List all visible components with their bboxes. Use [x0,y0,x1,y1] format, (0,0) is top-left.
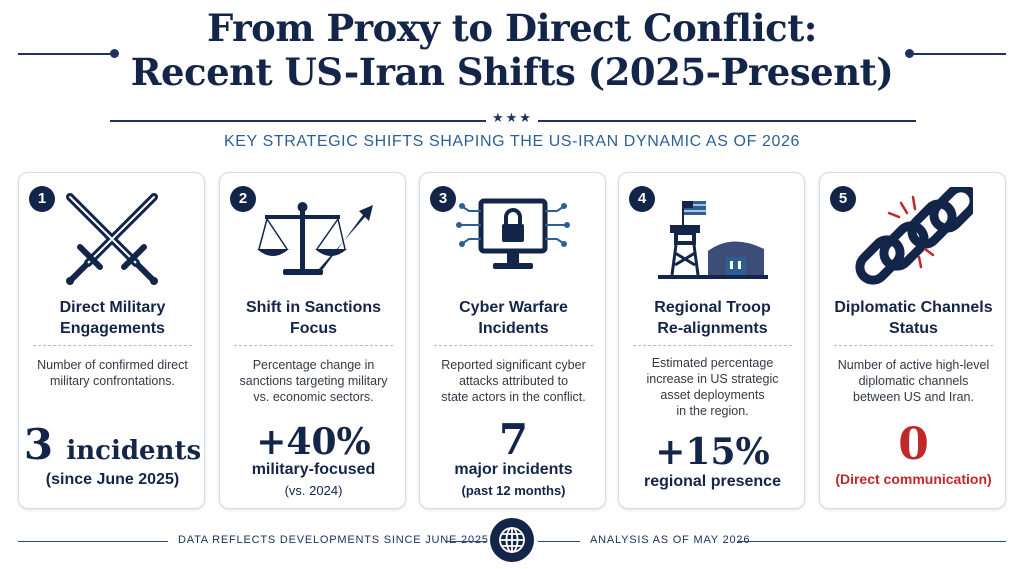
card-title-line-2: Incidents [478,320,549,337]
broken-chain-icon [855,187,973,285]
card-description: Percentage change in sanctions targeting… [228,357,399,405]
card-number-badge: 2 [230,186,256,212]
desc-line: attacks attributed to [458,374,569,388]
title-line-2: Recent US-Iran Shifts (2025-Present) [130,50,894,94]
desc-line: sanctions targeting military [239,374,388,388]
monitor-lock-icon [456,198,570,269]
header-rule-right [911,53,1006,55]
card-title-line-1: Diplomatic Channels [834,299,993,316]
card-title-line-2: Re-alignments [657,320,768,337]
card-divider [33,345,192,346]
card-title-line-2: Status [889,320,938,337]
desc-line: Estimated percentage [651,356,774,370]
desc-line: between US and Iran. [853,390,974,404]
watchtower-hangar-icon [658,201,768,279]
card-caption: regional presence [644,473,781,490]
card-title-line-1: Regional Troop [654,299,771,316]
crossed-swords-icon [66,193,158,285]
scales-arrow-icon [257,202,373,275]
card-title: Regional Troop Re-alignments [623,297,802,339]
desc-line: military confrontations. [49,374,176,388]
card-title-line-1: Cyber Warfare [459,299,568,316]
globe-icon [490,518,534,562]
desc-line: Reported significant cyber [441,358,586,372]
card-caption: military-focused [251,461,376,478]
card-description: Estimated percentage increase in US stra… [627,355,798,419]
card-cyber-warfare-incidents: 3 Cyber Warfare Incidents Reported signi… [419,172,606,509]
desc-line: increase in US strategic [646,372,779,386]
desc-line: Number of confirmed direct [37,358,188,372]
desc-line: state actors in the conflict. [441,390,586,404]
title-line-1: From Proxy to Direct Conflict: [207,6,817,50]
page-title: From Proxy to Direct Conflict: Recent US… [0,6,1024,94]
card-description: Reported significant cyber attacks attri… [428,357,599,405]
card-caption-secondary: (past 12 months) [461,483,566,498]
header-dot-left [110,49,119,58]
card-number-badge: 3 [430,186,456,212]
subtitle: KEY STRATEGIC SHIFTS SHAPING THE US-IRAN… [224,133,800,150]
card-caption: major incidents [454,461,573,478]
card-direct-military-engagements: 1 Direct Military Engagements Number of … [18,172,205,509]
card-divider [633,345,792,346]
desc-line: asset deployments [660,388,765,402]
card-shift-in-sanctions-focus: 2 Shift in Sanctions Focus Percentage ch… [219,172,406,509]
desc-line: in the region. [676,404,749,418]
card-diplomatic-channels-status: 5 Diplomatic Channels Status Number of a… [819,172,1006,509]
card-value: 0 [898,419,929,470]
header-dot-right [905,49,914,58]
footer-rule-right [738,541,1006,542]
footer-left-text: DATA REFLECTS DEVELOPMENTS SINCE JUNE 20… [178,534,489,546]
card-value: 3 incidents [19,423,206,473]
desc-line: Number of active high-level [837,358,990,372]
value-number: 3 [23,420,54,469]
card-number-badge: 4 [629,186,655,212]
card-title: Cyber Warfare Incidents [424,297,603,339]
desc-line: Percentage change in [252,358,375,372]
card-regional-troop-realignments: 4 Regional Troop Re-alignments Estimated… [618,172,805,509]
card-divider [434,345,593,346]
card-description: Number of active high-level diplomatic c… [828,357,999,405]
header-rule-left [18,53,113,55]
stars-ornament: ★★★ [492,110,533,125]
title-rule-right [538,120,916,122]
card-number-badge: 1 [29,186,55,212]
footer-rule-left [18,541,168,542]
card-caption: (Direct communication) [835,471,992,487]
card-title: Direct Military Engagements [23,297,202,339]
card-number-badge: 5 [830,186,856,212]
card-value: 7 [498,415,529,464]
card-caption-secondary: (vs. 2024) [284,483,343,498]
card-divider [234,345,393,346]
card-divider [834,345,993,346]
footer-right-text: ANALYSIS AS OF MAY 2026 [590,534,751,546]
desc-line: diplomatic channels [858,374,969,388]
footer-rule-mid-left [446,541,486,542]
footer-rule-mid-right [538,541,580,542]
card-title-line-1: Direct Military [59,299,166,316]
card-description: Number of confirmed direct military conf… [27,357,198,389]
card-caption: (since June 2025) [45,471,180,488]
desc-line: vs. economic sectors. [253,390,374,404]
card-value: +15% [655,431,770,473]
card-title-line-2: Engagements [60,320,165,337]
value-unit: incidents [66,436,202,466]
card-title: Diplomatic Channels Status [824,297,1003,339]
card-title: Shift in Sanctions Focus [224,297,403,339]
title-rule-left [110,120,486,122]
card-value: +40% [256,421,371,463]
card-title-line-1: Shift in Sanctions [245,299,382,316]
card-title-line-2: Focus [289,320,338,337]
